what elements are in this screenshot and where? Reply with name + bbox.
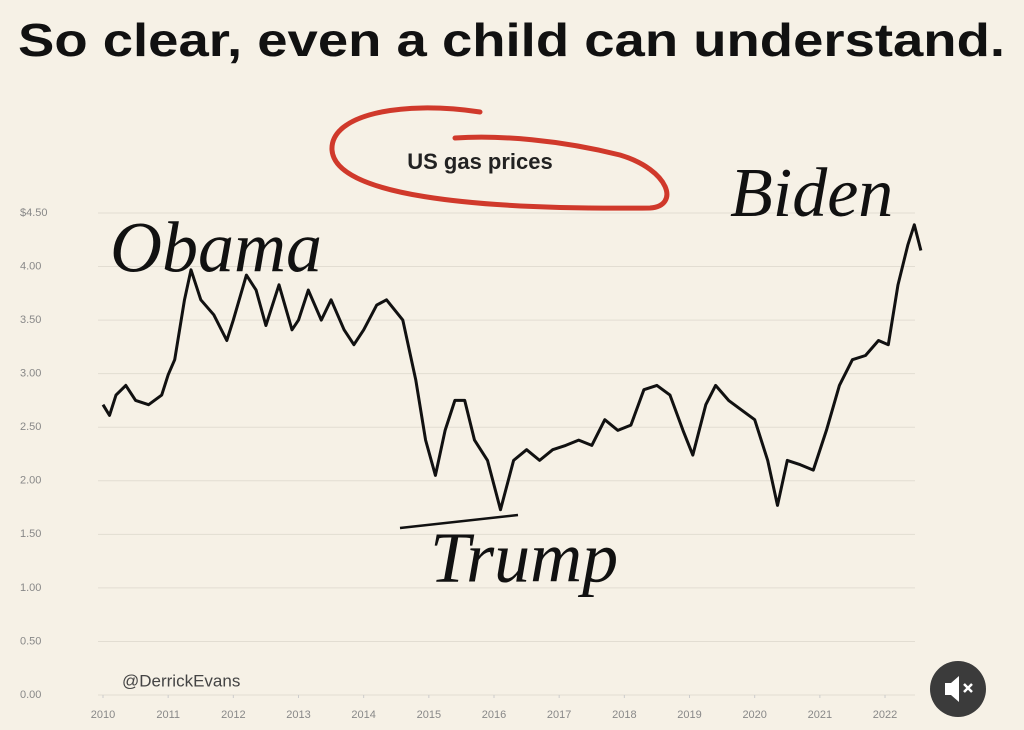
y-tick-label: 3.50	[20, 314, 41, 326]
x-tick-label: 2014	[351, 709, 375, 721]
price-line	[101, 223, 923, 512]
chart-subtitle: US gas prices	[407, 149, 553, 174]
x-tick-label: 2010	[91, 709, 115, 721]
red-circle	[329, 105, 670, 211]
source: @DerrickEvans	[122, 671, 240, 690]
y-tick-label: 2.50	[20, 421, 41, 433]
x-tick-label: 2016	[482, 709, 506, 721]
x-tick-label: 2011	[156, 709, 180, 721]
y-tick-label: 1.00	[20, 582, 41, 594]
y-tick-label: 0.00	[20, 689, 41, 701]
y-tick-label: $4.50	[20, 207, 48, 219]
y-tick-label: 0.50	[20, 635, 41, 647]
annotation: Obama	[110, 208, 322, 288]
y-tick-label: 1.50	[20, 528, 41, 540]
x-tick-label: 2018	[612, 709, 636, 721]
chart-title: So clear, even a child can understand.	[18, 14, 1005, 66]
y-tick-label: 2.00	[20, 475, 41, 487]
x-tick-label: 2017	[547, 709, 571, 721]
speaker-icon[interactable]	[945, 676, 959, 702]
x-tick-label: 2012	[221, 709, 245, 721]
mute-button[interactable]	[930, 661, 986, 717]
x-tick-label: 2020	[742, 709, 766, 721]
x-tick-label: 2015	[417, 709, 441, 721]
annotation: Biden	[730, 155, 893, 232]
x-tick-label: 2021	[808, 709, 832, 721]
annotation: Trump	[430, 518, 618, 598]
x-tick-label: 2019	[677, 709, 701, 721]
mute-x[interactable]	[963, 683, 973, 693]
y-tick-label: 4.00	[20, 260, 41, 272]
x-tick-label: 2013	[286, 709, 310, 721]
trump-underline	[399, 513, 519, 530]
x-tick-label: 2022	[873, 709, 897, 721]
y-tick-label: 3.00	[20, 368, 41, 380]
